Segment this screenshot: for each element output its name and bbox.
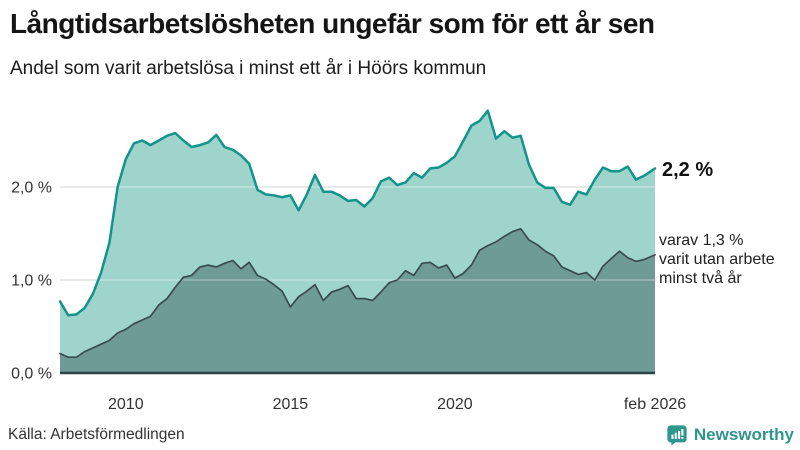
two-year-annotation-line1: varav 1,3 % <box>659 232 744 249</box>
two-year-annotation-line3: minst två år <box>659 270 742 287</box>
two-year-annotation-line2: varit utan arbete <box>659 251 775 268</box>
y-tick-label: 0,0 % <box>11 366 52 383</box>
newsworthy-logo: Newsworthy <box>666 424 794 446</box>
x-tick-label: 2010 <box>108 396 144 413</box>
x-tick-label: 2015 <box>273 396 309 413</box>
y-tick-label: 1,0 % <box>11 273 52 290</box>
two-year-annotation: varav 1,3 % varit utan arbete minst två … <box>659 231 775 288</box>
page-subtitle: Andel som varit arbetslösa i minst ett å… <box>10 58 487 79</box>
latest-total-value-label: 2,2 % <box>662 159 714 181</box>
x-tick-label: feb 2026 <box>624 396 686 413</box>
newsworthy-chart-bubble-icon <box>667 425 687 446</box>
page-title: Långtidsarbetslösheten ungefär som för e… <box>10 8 655 39</box>
y-tick-label: 2,0 % <box>11 180 52 197</box>
source-label: Källa: Arbetsförmedlingen <box>8 426 185 443</box>
x-tick-label: 2020 <box>437 396 473 413</box>
newsworthy-wordmark: Newsworthy <box>693 425 794 444</box>
